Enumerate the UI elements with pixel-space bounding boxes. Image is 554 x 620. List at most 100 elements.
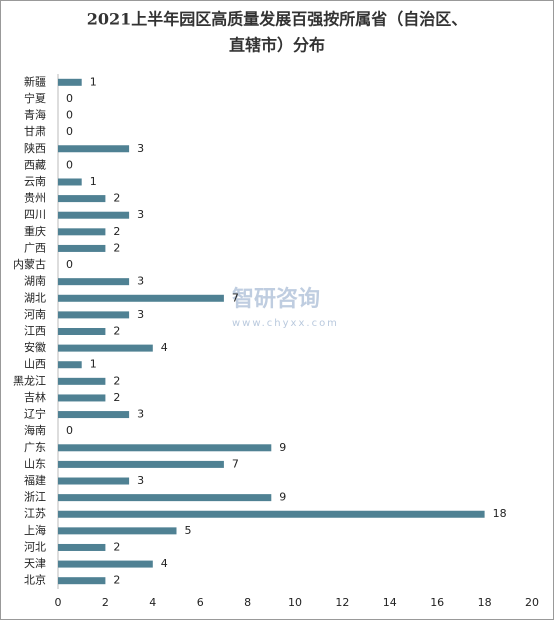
data-label: 0 [66,109,73,122]
y-tick-label: 广西 [24,241,46,254]
bar [58,244,106,252]
data-label: 2 [113,192,120,205]
data-label: 3 [137,308,144,321]
bar [58,228,106,236]
bar [58,543,106,551]
y-tick-label: 安徽 [24,340,46,354]
chart-title: 2021上半年园区高质量发展百强按所属省（自治区、 [87,10,468,29]
y-tick-label: 黑龙江 [13,374,46,387]
y-tick-label: 西藏 [24,158,46,171]
data-label: 4 [161,557,168,570]
y-tick-label: 浙江 [24,491,46,504]
y-tick-label: 吉林 [24,390,46,404]
y-tick-label: 广东 [24,441,46,454]
watermark: www.chyxx.com [232,318,339,329]
y-tick-label: 四川 [24,208,46,221]
data-label: 18 [493,507,507,520]
x-tick-label: 10 [288,596,302,609]
y-tick-label: 新疆 [24,74,46,88]
x-tick-label: 0 [55,596,62,609]
data-label: 3 [137,275,144,288]
data-label: 2 [113,374,120,387]
bar [58,394,106,402]
data-label: 7 [232,291,239,304]
data-label: 2 [113,225,120,238]
bar [58,145,130,153]
bar [58,328,106,335]
y-tick-label: 河南 [24,308,46,321]
bar [58,195,106,203]
data-label: 2 [113,574,120,587]
data-label: 0 [66,424,73,437]
y-tick-label: 湖南 [24,275,46,288]
y-tick-label: 天津 [24,557,46,570]
x-tick-label: 2 [102,596,109,609]
y-tick-label: 福建 [24,473,46,487]
x-tick-label: 8 [244,596,251,609]
bar [58,78,82,86]
data-label: 1 [90,358,97,371]
y-tick-label: 湖北 [24,291,46,304]
data-label: 3 [137,208,144,221]
y-tick-label: 重庆 [24,224,46,238]
y-tick-label: 北京 [24,573,46,587]
bar [58,411,130,419]
data-label: 3 [137,474,144,487]
data-label: 2 [113,241,120,254]
bar [58,294,224,302]
y-tick-label: 甘肃 [24,125,46,138]
bar [58,278,130,286]
y-tick-label: 陕西 [24,141,46,155]
data-label: 0 [66,258,73,271]
data-label: 5 [185,524,192,537]
chart-title: 直辖市）分布 [229,36,325,55]
bar [58,211,130,219]
x-tick-label: 4 [149,596,156,609]
data-label: 1 [90,175,97,188]
data-label: 3 [137,142,144,155]
data-label: 4 [161,341,168,354]
data-label: 1 [90,75,97,88]
bar [58,444,272,452]
data-label: 9 [279,491,286,504]
data-label: 7 [232,457,239,470]
bar [58,577,106,585]
x-tick-label: 20 [525,596,539,609]
data-label: 0 [66,125,73,138]
data-label: 2 [113,540,120,553]
bar [58,560,153,568]
bar [58,527,177,535]
y-tick-label: 江苏 [24,507,46,520]
bar [58,361,82,369]
y-tick-label: 内蒙古 [13,257,46,271]
bar [58,510,485,518]
y-tick-label: 云南 [24,175,46,188]
y-tick-label: 山西 [24,358,46,371]
bar [58,311,130,319]
data-label: 0 [66,92,73,105]
y-tick-label: 辽宁 [24,407,46,421]
y-tick-label: 江西 [24,325,46,338]
y-tick-label: 宁夏 [24,91,46,105]
y-tick-label: 贵州 [24,192,46,205]
x-tick-label: 18 [478,596,492,609]
data-label: 3 [137,408,144,421]
y-tick-label: 山东 [24,457,46,470]
bar [58,460,224,468]
y-tick-label: 海南 [24,423,46,437]
x-tick-label: 14 [383,596,397,609]
x-tick-label: 12 [335,596,349,609]
bar [58,377,106,385]
y-tick-label: 河北 [24,540,46,553]
bar [58,344,153,352]
y-tick-label: 上海 [24,523,46,537]
x-tick-label: 16 [430,596,444,609]
data-label: 0 [66,158,73,171]
bar [58,494,272,502]
y-tick-label: 青海 [24,108,46,122]
bar [58,178,82,186]
data-label: 9 [279,441,286,454]
watermark: 智研咨询 [232,286,320,312]
bar [58,477,130,485]
